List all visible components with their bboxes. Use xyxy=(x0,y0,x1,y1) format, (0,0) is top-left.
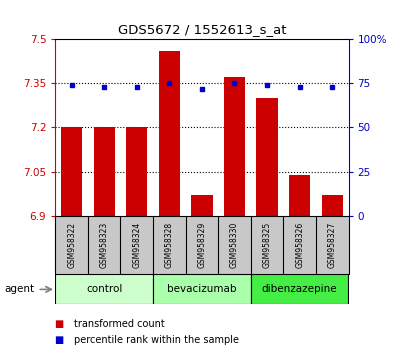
Text: GSM958323: GSM958323 xyxy=(99,222,108,268)
Text: percentile rank within the sample: percentile rank within the sample xyxy=(74,335,238,345)
Bar xyxy=(191,195,212,216)
Bar xyxy=(153,274,250,304)
Text: GSM958324: GSM958324 xyxy=(132,222,141,268)
Text: GSM958328: GSM958328 xyxy=(164,222,173,268)
Text: GSM958322: GSM958322 xyxy=(67,222,76,268)
Bar xyxy=(126,127,147,216)
Text: GSM958329: GSM958329 xyxy=(197,222,206,268)
Text: GSM958325: GSM958325 xyxy=(262,222,271,268)
Text: GSM958326: GSM958326 xyxy=(294,222,303,268)
Text: ■: ■ xyxy=(55,335,67,345)
Text: bevacizumab: bevacizumab xyxy=(167,284,236,295)
Bar xyxy=(250,274,348,304)
Bar xyxy=(158,51,180,216)
Bar xyxy=(55,274,153,304)
Bar xyxy=(61,127,82,216)
Text: agent: agent xyxy=(4,284,34,295)
Bar xyxy=(288,175,310,216)
Title: GDS5672 / 1552613_s_at: GDS5672 / 1552613_s_at xyxy=(117,23,285,36)
Text: GSM958330: GSM958330 xyxy=(229,222,238,268)
Text: transformed count: transformed count xyxy=(74,319,164,329)
Text: ■: ■ xyxy=(55,319,67,329)
Text: GSM958327: GSM958327 xyxy=(327,222,336,268)
Text: dibenzazepine: dibenzazepine xyxy=(261,284,337,295)
Bar xyxy=(321,195,342,216)
Bar xyxy=(93,127,115,216)
Bar xyxy=(223,77,245,216)
Text: control: control xyxy=(86,284,122,295)
Bar xyxy=(256,98,277,216)
